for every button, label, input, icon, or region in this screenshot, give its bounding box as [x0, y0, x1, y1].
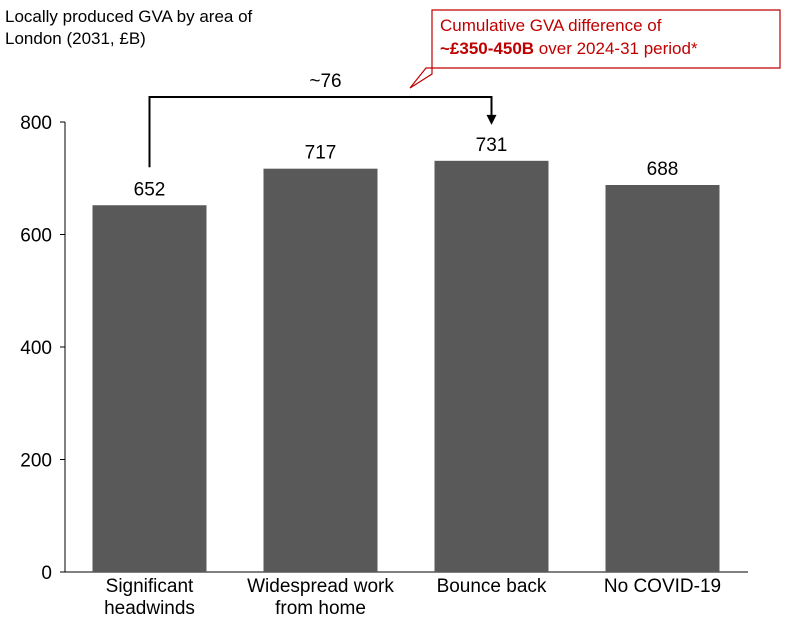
y-tick-label: 200: [20, 451, 52, 472]
x-tick-label: Bounce back: [436, 576, 547, 597]
y-tick-label: 800: [20, 113, 52, 134]
bar: [263, 168, 378, 572]
callout-line: over 2024-31 period*: [538, 39, 698, 58]
callout-box: [409, 9, 781, 89]
y-tick-label: 600: [20, 226, 52, 247]
bar: [434, 160, 549, 572]
x-tick-label: No COVID-19: [603, 576, 722, 597]
difference-label: ~76: [309, 71, 341, 92]
bracket: [148, 96, 493, 168]
value-label: 652: [134, 179, 166, 200]
bar: [605, 185, 720, 572]
bracket-arrow: [486, 114, 497, 125]
x-tick-label: Significant headwinds: [104, 576, 195, 619]
value-label: 731: [476, 135, 508, 156]
chart-title: Locally produced GVA by area of London (…: [5, 7, 253, 48]
bar: [92, 205, 207, 572]
y-tick-label: 0: [41, 563, 52, 584]
callout: Cumulative GVA difference of ~£350-450B …: [440, 14, 780, 60]
value-label: 688: [647, 159, 679, 180]
callout-line: Cumulative GVA difference of: [440, 16, 662, 35]
callout-highlight: ~£350-450B: [440, 39, 535, 58]
value-label: 717: [305, 143, 337, 164]
y-tick-label: 400: [20, 338, 52, 359]
x-tick-label: Widespread work from home: [247, 576, 394, 619]
